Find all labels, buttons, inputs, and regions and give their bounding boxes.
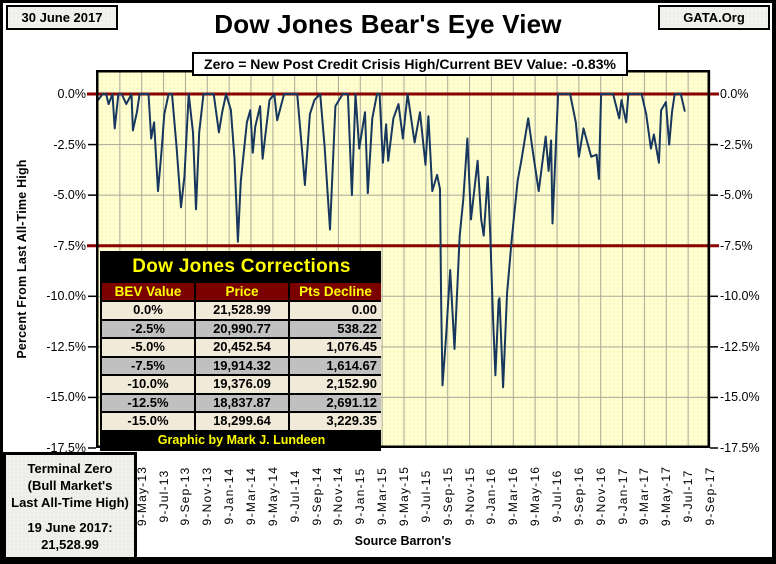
table-title: Dow Jones Corrections (102, 253, 381, 281)
x-axis-label: 9-May-15 (396, 465, 411, 527)
y-axis-label-right: -5.0% (720, 188, 753, 203)
page-border-top (0, 0, 776, 3)
table-footer: Graphic by Mark J. Lundeen (102, 431, 381, 449)
table-cell: -10.0% (102, 376, 194, 393)
table-header-cell: Pts Decline (290, 283, 381, 300)
y-axis-label-left: -5.0% (53, 188, 86, 203)
table-cell: 1,076.45 (290, 339, 381, 356)
terminal-zero-date: 19 June 2017: (27, 520, 113, 535)
bev-data-line (97, 93, 686, 389)
page-border-bottom (0, 557, 776, 564)
table-cell: 21,528.99 (196, 302, 288, 319)
x-axis-label: 9-May-17 (659, 465, 674, 527)
x-axis-label: 9-Sep-14 (309, 466, 324, 526)
chart-title: Dow Jones Bear's Eye View (214, 9, 562, 39)
table-cell: 19,376.09 (196, 376, 288, 393)
page-border-right (772, 0, 776, 564)
x-axis-label: 9-Jan-16 (484, 467, 499, 525)
y-axis-label-right: -15.0% (720, 390, 760, 405)
terminal-zero-price: 21,528.99 (41, 537, 99, 552)
x-axis-label: 9-Jul-15 (418, 469, 433, 523)
terminal-zero-box: Terminal Zero (Bull Market's Last All-Ti… (3, 452, 137, 560)
terminal-zero-line1: Terminal Zero (27, 461, 113, 476)
y-axis-label-left: -2.5% (53, 137, 86, 152)
table-cell: 20,990.77 (196, 320, 288, 337)
table-cell: 3,229.35 (290, 413, 381, 430)
y-axis-label-right: -10.0% (720, 289, 760, 304)
y-axis-label-left: -7.5% (53, 238, 86, 253)
x-axis-label: 9-Mar-15 (375, 466, 390, 526)
x-axis-label: 9-Jul-16 (549, 469, 564, 523)
y-axis-label-right: -12.5% (720, 339, 760, 354)
y-axis-label-right: -17.5% (720, 441, 760, 455)
y-axis-label-left: -17.5% (46, 441, 86, 455)
table-cell: 2,152.90 (290, 376, 381, 393)
x-axis-label: 9-Jan-15 (353, 467, 368, 525)
y-axis-label-right: -2.5% (720, 137, 753, 152)
corrections-table: Dow Jones Corrections BEV Value Price Pts D… (100, 251, 381, 451)
table-cell: 0.00 (290, 302, 381, 319)
subtitle-box: Zero = New Post Credit Crisis High/Curre… (192, 52, 628, 76)
y-axis-label-right: 0.0% (720, 87, 749, 101)
table-cell: -15.0% (102, 413, 194, 430)
y-axis-title: Percent From Last All-Time High (15, 159, 29, 359)
terminal-zero-line3: Last All-Time High) (11, 495, 129, 510)
source-label: Source Barron's (354, 534, 452, 548)
x-axis-label: 9-Nov-15 (462, 466, 477, 526)
x-axis-label: 9-Nov-14 (331, 466, 346, 526)
x-axis-label: 9-Mar-14 (243, 466, 258, 526)
table-cell: -12.5% (102, 394, 194, 411)
table-cell: 18,837.87 (196, 394, 288, 411)
gata-org-box: GATA.Org (658, 5, 770, 30)
x-axis-label: 9-Sep-13 (178, 466, 193, 526)
table-header-cell: Price (196, 283, 288, 300)
date-box: 30 June 2017 (6, 5, 118, 30)
y-axis-label-left: -10.0% (46, 289, 86, 304)
table-cell: 538.22 (290, 320, 381, 337)
x-axis-label: 9-Nov-13 (200, 466, 215, 526)
x-axis-label: 9-May-14 (265, 465, 280, 527)
x-axis-label: 9-Jul-17 (681, 469, 696, 523)
table-cell: -2.5% (102, 320, 194, 337)
x-axis-label: 9-Mar-17 (637, 466, 652, 526)
y-axis-label-left: -12.5% (46, 339, 86, 354)
x-axis-label: 9-Jan-14 (222, 467, 237, 525)
table-cell: 2,691.12 (290, 394, 381, 411)
y-axis-label-right: -7.5% (720, 238, 753, 253)
x-axis-label: 9-Jul-14 (287, 469, 302, 523)
x-axis-label: 9-Jan-17 (615, 467, 630, 525)
page-border-left (0, 0, 3, 564)
x-axis-label: 9-Jul-13 (156, 469, 171, 523)
table-cell: 18,299.64 (196, 413, 288, 430)
x-axis-label: 9-May-16 (528, 465, 543, 527)
x-axis-label: 9-Sep-15 (440, 466, 455, 526)
table-cell: 1,614.67 (290, 357, 381, 374)
terminal-zero-line2: (Bull Market's (27, 478, 113, 493)
table-header-cell: BEV Value (102, 283, 194, 300)
y-axis-label-left: -15.0% (46, 390, 86, 405)
table-cell: 19,914.32 (196, 357, 288, 374)
x-axis-label: 9-Nov-16 (593, 466, 608, 526)
table-cell: 20,452.54 (196, 339, 288, 356)
table-cell: -7.5% (102, 357, 194, 374)
x-axis-label: 9-Sep-16 (571, 466, 586, 526)
x-axis-label: 9-Mar-16 (506, 466, 521, 526)
table-cell: -5.0% (102, 339, 194, 356)
x-axis-label: 9-Sep-17 (702, 466, 717, 526)
table-cell: 0.0% (102, 302, 194, 319)
y-axis-label-left: 0.0% (57, 87, 87, 101)
